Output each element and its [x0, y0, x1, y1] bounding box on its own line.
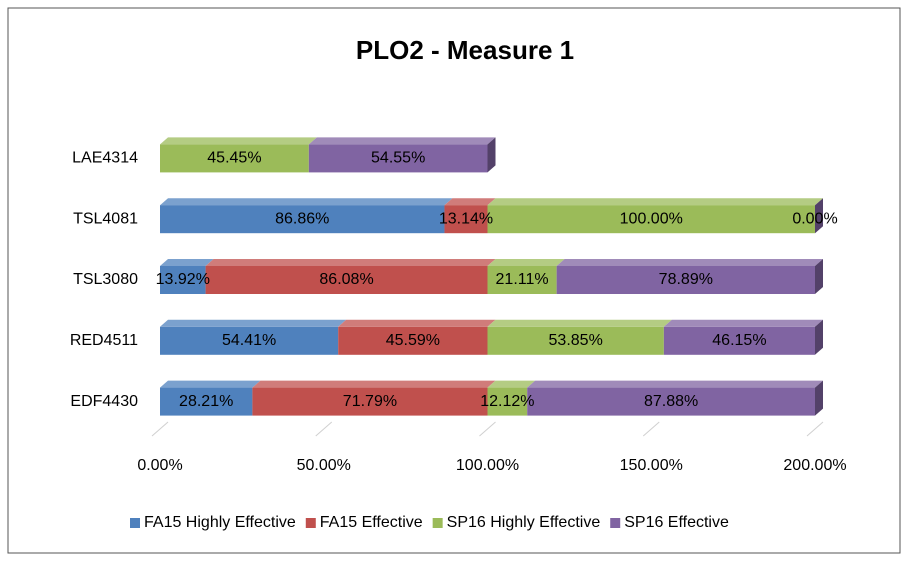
bar-side [815, 319, 823, 355]
bar [444, 205, 488, 234]
bar-top [160, 259, 214, 266]
bar-top [338, 319, 496, 327]
data-label: 53.85% [549, 332, 603, 349]
y-tick-label: EDF4430 [70, 393, 138, 410]
bar-top [160, 137, 317, 145]
bar-top [487, 198, 823, 206]
x-tick-label: 100.00% [456, 457, 519, 474]
data-label: 78.89% [659, 271, 713, 288]
x-tick-label: 200.00% [783, 457, 846, 474]
grid-line [151, 421, 169, 437]
data-label: 86.86% [275, 210, 329, 227]
y-tick-label: LAE4314 [72, 150, 138, 167]
bar [160, 326, 339, 355]
bar-side [487, 137, 496, 173]
bar-side [815, 259, 823, 294]
bar-top [663, 319, 823, 327]
bar [663, 326, 815, 355]
bar [160, 144, 309, 173]
data-label: 13.92% [156, 271, 210, 288]
bar [487, 205, 815, 234]
legend-label: SP16 Effective [624, 514, 729, 531]
data-label: 28.21% [179, 393, 233, 410]
bar [487, 387, 528, 416]
bar [308, 144, 488, 173]
bar-top [556, 259, 823, 266]
data-label: 71.79% [343, 393, 397, 410]
legend-swatch [610, 518, 621, 528]
y-tick-label: TSL3080 [73, 271, 138, 288]
grid-line [479, 421, 496, 437]
legend-swatch [130, 518, 140, 528]
bar [205, 266, 488, 294]
bar [160, 205, 445, 234]
legend-label: FA15 Highly Effective [144, 514, 296, 531]
bar [487, 266, 557, 294]
bar-top [205, 259, 496, 266]
x-tick-label: 50.00% [297, 457, 351, 474]
bar [338, 326, 488, 355]
data-label: 100.00% [620, 210, 683, 227]
bar [527, 387, 815, 416]
legend-swatch [305, 518, 316, 528]
bar-top [487, 319, 672, 327]
data-label: 45.45% [207, 150, 261, 167]
grid-line [806, 421, 824, 437]
data-label: 13.14% [439, 210, 493, 227]
chart-title: PLO2 - Measure 1 [356, 35, 574, 65]
data-label: 45.59% [386, 332, 440, 349]
bar [252, 387, 488, 416]
x-tick-label: 150.00% [620, 457, 683, 474]
bar-side [815, 380, 823, 416]
y-tick-label: TSL4081 [73, 210, 138, 227]
bar-top [252, 380, 496, 388]
data-label: 21.11% [496, 271, 549, 288]
legend-swatch [432, 518, 443, 528]
legend-label: FA15 Effective [320, 514, 423, 531]
data-label: 54.55% [371, 150, 425, 167]
data-label: 87.88% [644, 393, 698, 410]
data-label: 86.08% [319, 271, 373, 288]
bar-top [160, 198, 453, 206]
bar-top [527, 380, 823, 388]
bar-top [160, 319, 347, 327]
bar-side [815, 198, 823, 234]
data-label: 0.00% [792, 210, 837, 227]
grid-line [642, 421, 660, 437]
bar-top [160, 380, 261, 388]
bar [556, 266, 815, 294]
bar [160, 266, 206, 294]
bar [160, 387, 253, 416]
grid-line [315, 421, 333, 437]
data-label: 54.41% [222, 332, 276, 349]
y-tick-label: RED4511 [70, 332, 138, 349]
bar [487, 326, 664, 355]
bar-top [308, 137, 496, 145]
legend-label: SP16 Highly Effective [447, 514, 601, 531]
bar-top [444, 198, 496, 206]
bar-top [487, 259, 565, 266]
data-label: 46.15% [712, 332, 766, 349]
data-label: 12.12% [480, 393, 534, 410]
bar-top [487, 380, 536, 388]
x-tick-label: 0.00% [137, 457, 182, 474]
